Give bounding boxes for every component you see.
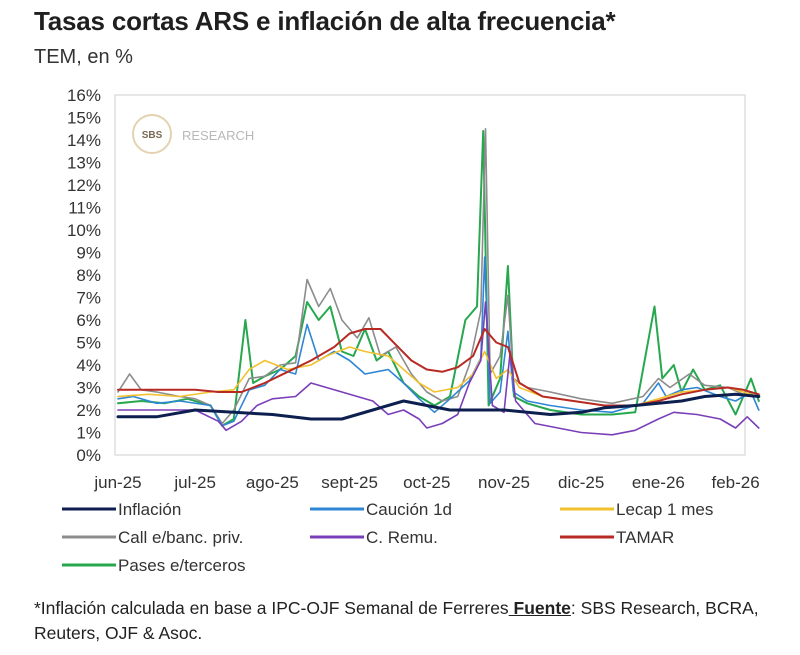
x-tick-label: feb-26 (711, 473, 759, 492)
y-tick-label: 16% (67, 86, 101, 105)
legend-label: TAMAR (616, 528, 674, 547)
x-tick-label: dic-25 (558, 473, 604, 492)
footnote-text: *Inflación calculada en base a IPC-OJF S… (34, 598, 509, 618)
chart-svg: SBS RESEARCH 0% 1% 2% 3% 4% 5% 6% 7% 8% 9% 10% 11% 12%… (62, 86, 761, 575)
footnote: *Inflación calculada en base a IPC-OJF S… (34, 596, 774, 646)
chart-title: Tasas cortas ARS e inflación de alta fre… (34, 6, 616, 36)
y-tick-label: 11% (68, 199, 101, 218)
watermark-text: RESEARCH (182, 128, 254, 143)
y-tick-label: 9% (76, 244, 101, 263)
x-tick-label: oct-25 (403, 473, 450, 492)
watermark-badge: SBS (142, 130, 163, 141)
y-tick-label: 7% (76, 289, 101, 308)
footnote-sources: : SBS Research, BCRA, Reuters, OJF & Aso… (34, 598, 759, 643)
chart-subtitle: TEM, en % (34, 46, 133, 68)
x-tick-label: jul-25 (173, 473, 216, 492)
watermark-logo-circle (132, 114, 172, 154)
y-tick-label: 10% (67, 221, 101, 240)
x-tick-label: sept-25 (321, 473, 378, 492)
x-tick-label: jun-25 (93, 473, 141, 492)
legend-label: Pases e/terceros (118, 556, 246, 575)
x-tick-label: nov-25 (478, 473, 530, 492)
y-tick-label: 1% (76, 424, 101, 443)
x-tick-label: ene-26 (632, 473, 685, 492)
legend-label: Caución 1d (366, 500, 452, 519)
y-tick-label: 8% (76, 266, 101, 285)
series-line-5 (117, 328, 760, 407)
y-tick-label: 15% (67, 109, 101, 128)
y-tick-label: 0% (76, 446, 101, 465)
plot-frame (114, 94, 746, 456)
series-line-2 (117, 346, 760, 407)
legend-label: C. Remu. (366, 528, 438, 547)
y-tick-label: 3% (76, 379, 101, 398)
y-tick-label: 13% (67, 154, 101, 173)
y-tick-label: 14% (67, 131, 101, 150)
y-tick-label: 2% (76, 401, 101, 420)
series-line-1 (117, 256, 760, 427)
y-tick-label: 12% (67, 176, 101, 195)
series-line-0 (116, 392, 761, 421)
legend-label: Lecap 1 mes (616, 500, 713, 519)
y-tick-label: 4% (76, 356, 101, 375)
y-tick-label: 5% (76, 334, 101, 353)
legend-label: Inflación (118, 500, 181, 519)
legend-label: Call e/banc. priv. (118, 528, 243, 547)
y-tick-label: 6% (76, 311, 101, 330)
x-tick-label: ago-25 (246, 473, 299, 492)
footnote-fuente: Fuente (508, 598, 571, 618)
series-line-4 (117, 301, 760, 436)
